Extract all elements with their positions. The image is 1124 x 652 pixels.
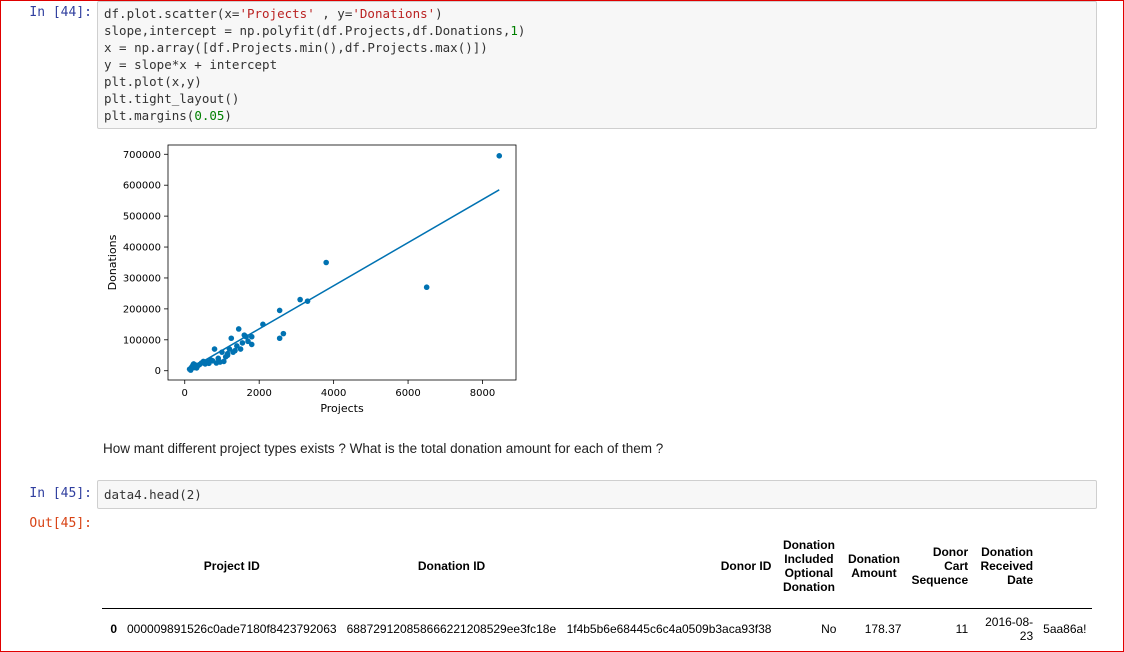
x-tick-label: 8000 [470,388,495,399]
data-point [248,333,255,340]
data-point [248,341,255,348]
col-header-project-id: Project ID [203,559,260,573]
col-header-optional-donation: Donation Included Optional Donation [782,538,835,594]
cell-cart-sequence: 11 [955,622,969,636]
col-header-donor-id: Donor ID [720,559,772,573]
data-point [276,307,283,314]
y-tick-label: 300000 [123,273,161,284]
code-line-7: plt.margins(0.05) [104,108,232,123]
cell-truncated: 5aa86a! [1043,622,1087,636]
col-header-cart-sequence: Donor Cart Sequence [911,545,969,587]
dataframe-table: Project ID Donation ID Donor ID Donation… [102,535,1098,649]
markdown-question: How mant different project types exists … [103,441,664,456]
col-header-donation-id: Donation ID [417,559,486,573]
data-point [232,347,238,354]
y-tick-label: 200000 [123,304,161,315]
cell-donation-id: 688729120858666221208529ee3fc18e [346,622,557,636]
cell-project-id: 000009891526c0ade7180f8423792063 [127,622,337,636]
data-point [239,340,246,346]
code-line-6: plt.tight_layout() [104,91,240,106]
x-tick-label: 6000 [395,388,420,399]
y-tick-label: 700000 [123,150,161,161]
data-point [206,360,212,367]
cell-45-out-prompt: Out[45]: [29,516,92,531]
data-point [237,346,244,352]
x-tick-label: 2000 [246,388,271,399]
data-point [276,335,283,342]
code-line-2: slope,intercept = np.polyfit(df.Projects… [104,23,526,38]
data-point [496,153,503,159]
code-line-4: y = slope*x + intercept [104,57,278,72]
code-line: data4.head(2) [104,487,202,502]
data-point [423,284,430,291]
regression-line [189,189,500,370]
cell-44-prompt: In [44]: [29,5,92,20]
data-point [245,338,251,345]
data-point [297,296,303,303]
index-header [102,535,122,597]
data-point [211,346,218,352]
cell-45-code-editor[interactable]: data4.head(2) [97,480,1097,509]
data-point [187,367,194,373]
cell-44-code-editor[interactable]: df.plot.scatter(x='Projects' , y='Donati… [97,1,1097,129]
cell-donation-amount: 178.37 [864,622,902,636]
y-tick-label: 0 [155,366,161,377]
data-point [228,335,235,342]
x-tick-label: 0 [182,388,188,399]
y-tick-label: 500000 [123,212,161,223]
col-header-received-date: Donation Received Date [980,545,1034,587]
table-header-row: Project ID Donation ID Donor ID Donation… [102,535,1098,597]
cell-received-date: 2016-08- 23 [985,615,1034,643]
cell-donor-id: 1f4b5b6e68445c6c4a0509b3aca93f38 [566,622,772,636]
scatter-plot-output: 0 2000 4000 6000 8000 0 100000 200000 300000 4000… [100,140,530,415]
y-axis-label: Donations [106,234,119,290]
table-header-divider [102,608,1092,609]
data-point [323,259,329,266]
x-axis-label: Projects [320,402,364,415]
table-row: 0 000009891526c0ade7180f8423792063 68872… [102,609,1098,649]
x-tick-label: 4000 [321,388,346,399]
code-line-1: df.plot.scatter(x='Projects' , y='Donati… [104,6,443,21]
col-header-truncated [1038,535,1098,597]
col-header-donation-amount: Donation Amount [847,552,900,580]
y-tick-label: 100000 [123,335,161,346]
data-point [234,343,240,349]
code-line-3: x = np.array([df.Projects.min(),df.Proje… [104,40,488,55]
row-index: 0 [110,622,117,636]
code-line-5: plt.plot(x,y) [104,74,202,89]
y-tick-label: 600000 [123,181,161,192]
data-point [235,326,242,332]
data-point [221,358,227,365]
data-point [224,352,231,359]
cell-45-prompt: In [45]: [29,486,92,501]
axes-frame [167,144,517,381]
scatter-chart: 0 2000 4000 6000 8000 0 100000 200000 300000 4000… [106,144,517,415]
y-tick-label: 400000 [123,243,161,254]
cell-optional-donation: No [821,622,837,636]
data-point [280,330,287,337]
